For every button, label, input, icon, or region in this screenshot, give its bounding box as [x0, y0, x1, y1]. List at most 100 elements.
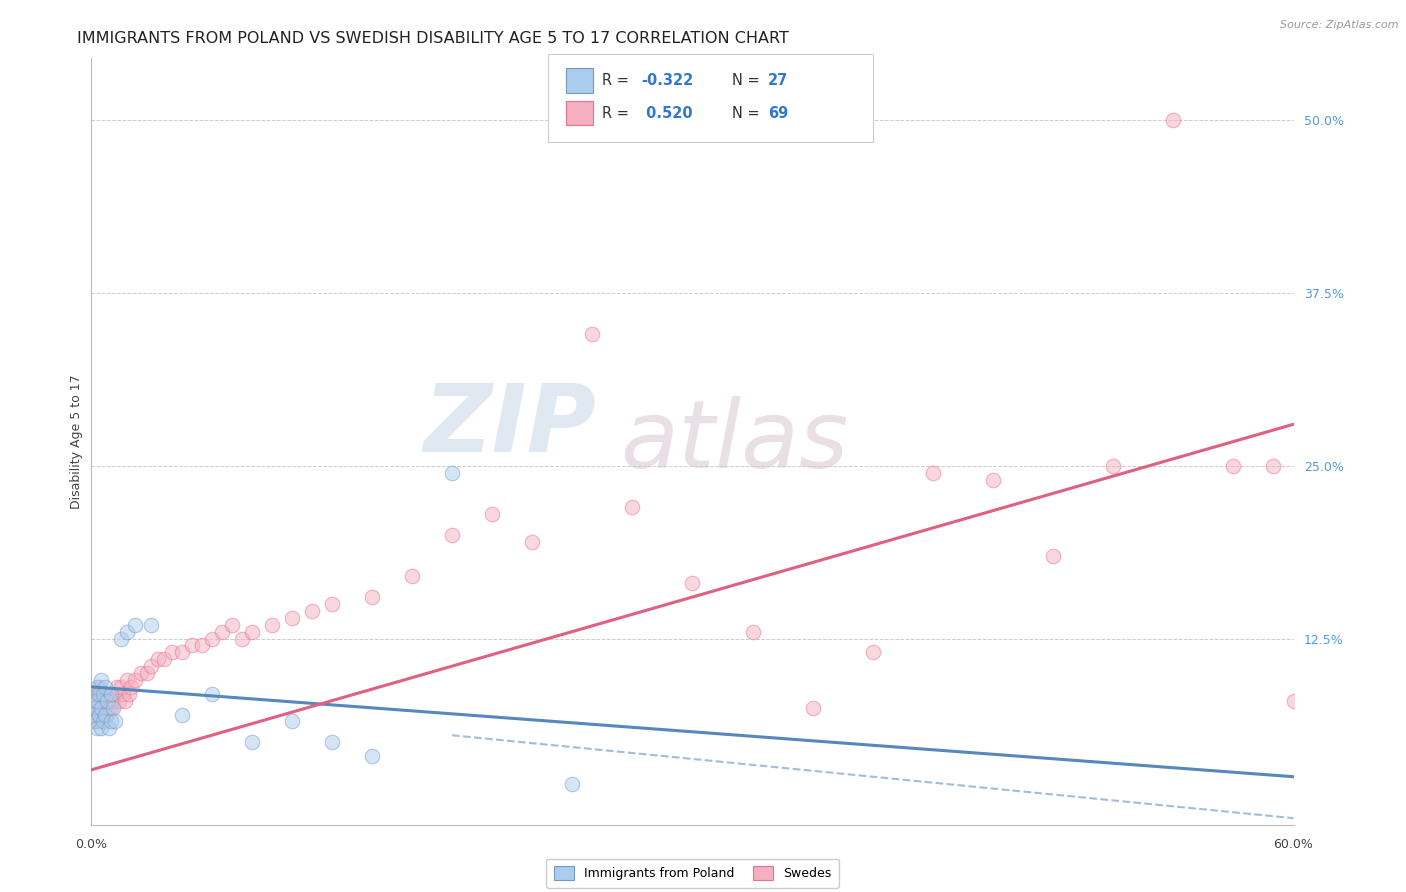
Point	[160, 645, 183, 659]
Point	[862, 645, 884, 659]
Point	[98, 722, 121, 736]
Point	[240, 735, 263, 749]
Point	[1163, 113, 1185, 128]
Point	[100, 700, 122, 714]
Point	[100, 714, 122, 729]
FancyBboxPatch shape	[567, 101, 593, 126]
Point	[1282, 694, 1305, 708]
Point	[93, 694, 115, 708]
Point	[190, 639, 212, 653]
Point	[201, 687, 224, 701]
Point	[104, 687, 127, 701]
Point	[86, 687, 108, 701]
Point	[94, 680, 117, 694]
Point	[240, 624, 263, 639]
Text: N =: N =	[733, 106, 765, 120]
Point	[90, 700, 112, 714]
Point	[117, 673, 139, 687]
Point	[561, 777, 583, 791]
Text: 27: 27	[768, 73, 789, 87]
Point	[89, 694, 111, 708]
Text: atlas: atlas	[620, 396, 849, 487]
Point	[121, 680, 143, 694]
Point	[94, 707, 117, 722]
Point	[117, 624, 139, 639]
Point	[90, 700, 112, 714]
Point	[108, 694, 131, 708]
Text: N =: N =	[733, 73, 765, 87]
Point	[103, 700, 125, 714]
Point	[170, 707, 193, 722]
Point	[114, 694, 136, 708]
Point	[84, 694, 107, 708]
Point	[103, 694, 125, 708]
Point	[1102, 458, 1125, 473]
Point	[124, 617, 146, 632]
Point	[112, 687, 135, 701]
Legend: Immigrants from Poland, Swedes: Immigrants from Poland, Swedes	[547, 859, 838, 888]
Point	[89, 680, 111, 694]
Point	[82, 714, 104, 729]
Point	[90, 722, 112, 736]
Point	[100, 687, 122, 701]
Point	[86, 680, 108, 694]
Point	[481, 507, 503, 521]
Point	[90, 673, 112, 687]
Point	[741, 624, 763, 639]
Point	[98, 700, 121, 714]
Point	[124, 673, 146, 687]
Point	[110, 680, 132, 694]
Point	[141, 617, 163, 632]
Point	[180, 639, 202, 653]
Point	[522, 534, 544, 549]
Point	[89, 707, 111, 722]
Text: R =: R =	[602, 106, 634, 120]
Point	[1263, 458, 1285, 473]
Point	[96, 694, 118, 708]
Point	[94, 700, 117, 714]
Point	[93, 707, 115, 722]
Point	[107, 680, 129, 694]
Point	[84, 714, 107, 729]
Point	[94, 687, 117, 701]
Point	[82, 694, 104, 708]
Point	[86, 700, 108, 714]
Point	[89, 707, 111, 722]
Point	[301, 604, 323, 618]
Point	[581, 327, 603, 342]
Point	[86, 722, 108, 736]
Point	[118, 687, 141, 701]
Point	[321, 597, 343, 611]
Point	[681, 576, 703, 591]
Point	[82, 707, 104, 722]
Point	[401, 569, 423, 583]
Point	[440, 466, 463, 480]
Point	[110, 632, 132, 646]
Point	[96, 707, 118, 722]
Point	[260, 617, 283, 632]
Point	[152, 652, 174, 666]
Point	[84, 700, 107, 714]
Text: Source: ZipAtlas.com: Source: ZipAtlas.com	[1281, 20, 1399, 29]
Point	[1042, 549, 1064, 563]
Point	[801, 700, 824, 714]
Point	[100, 687, 122, 701]
Point	[231, 632, 253, 646]
Point	[201, 632, 224, 646]
Point	[93, 687, 115, 701]
Point	[96, 694, 118, 708]
Point	[86, 714, 108, 729]
Point	[136, 666, 159, 681]
Point	[440, 528, 463, 542]
Y-axis label: Disability Age 5 to 17: Disability Age 5 to 17	[70, 375, 83, 508]
Point	[922, 466, 945, 480]
Point	[170, 645, 193, 659]
Point	[146, 652, 169, 666]
Point	[93, 714, 115, 729]
FancyBboxPatch shape	[548, 54, 873, 143]
Point	[211, 624, 233, 639]
Text: 69: 69	[768, 106, 789, 120]
Point	[104, 714, 127, 729]
Text: -0.322: -0.322	[641, 73, 693, 87]
FancyBboxPatch shape	[567, 68, 593, 93]
